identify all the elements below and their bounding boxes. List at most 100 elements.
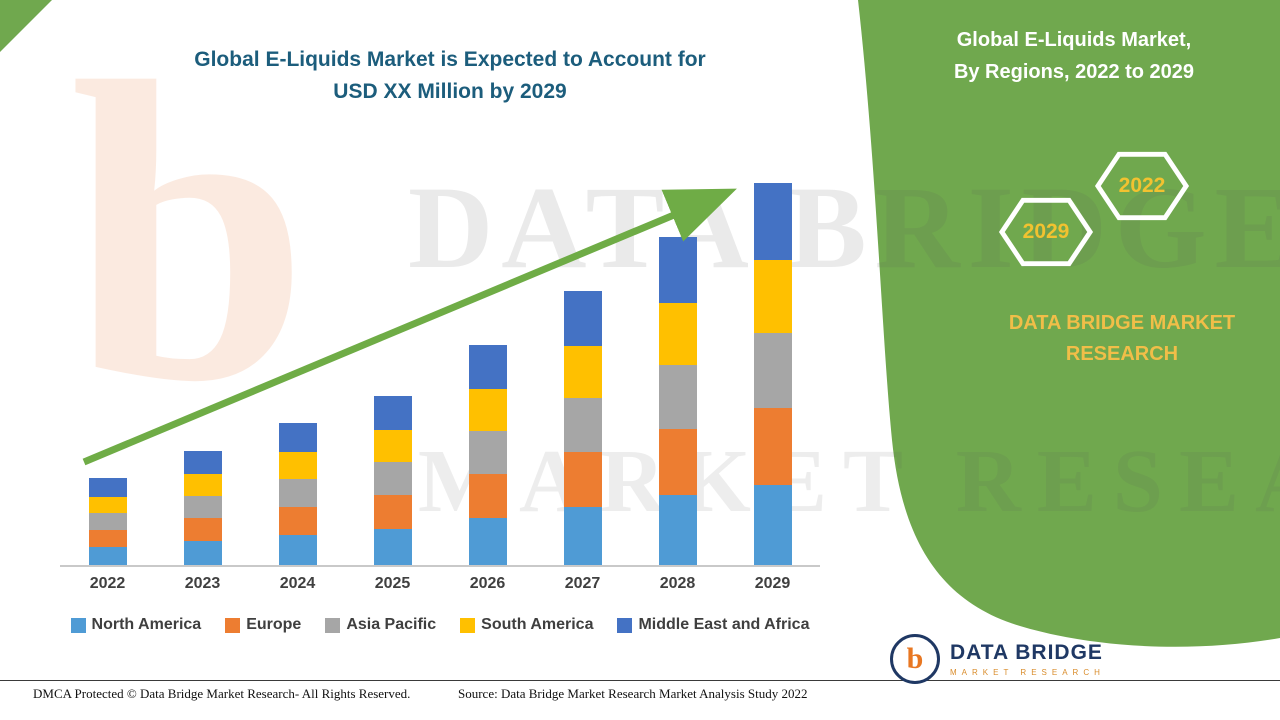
bar-segment: [373, 495, 412, 529]
legend-label: Europe: [246, 616, 302, 633]
legend-label: North America: [91, 616, 202, 633]
bar-segment: [753, 260, 792, 333]
chart-title: Global E-Liquids Market is Expected to A…: [110, 44, 790, 108]
bar-segment: [658, 495, 697, 565]
bar-segment: [88, 497, 127, 513]
bar-segment: [658, 237, 697, 303]
bar-segment: [278, 423, 317, 452]
bar-segment: [373, 430, 412, 462]
legend-label: Asia Pacific: [346, 616, 437, 633]
legend-item: North America: [70, 616, 202, 634]
bar-segment: [278, 507, 317, 535]
panel-brand-line1: DATA BRIDGE MARKET: [1008, 312, 1236, 334]
bar-segment: [183, 451, 222, 474]
x-axis-labels: 2022 2023 2024 2025 2026 2027 2028 2029: [60, 575, 820, 593]
chart-title-line1: Global E-Liquids Market is Expected to A…: [194, 48, 706, 71]
bar-segment: [753, 485, 792, 565]
x-axis-label: 2028: [659, 575, 696, 592]
bar-segment: [658, 303, 697, 365]
bar-segment: [183, 541, 222, 565]
bar-column: [440, 175, 535, 565]
bar-column: [725, 175, 820, 565]
bar-column: [250, 175, 345, 565]
panel-heading: Global E-Liquids Market, By Regions, 202…: [890, 24, 1258, 88]
legend-item: Middle East and Africa: [617, 616, 809, 634]
bar-segment: [468, 389, 507, 431]
bar-segment: [88, 513, 127, 530]
panel-brand-text: DATA BRIDGE MARKET RESEARCH: [957, 308, 1280, 370]
x-axis-label: 2022: [89, 575, 126, 592]
bar-segment: [753, 333, 792, 408]
stacked-bar-2029: [753, 183, 792, 565]
panel-heading-line2: By Regions, 2022 to 2029: [953, 61, 1195, 83]
x-axis-label: 2025: [374, 575, 411, 592]
bar-segment: [373, 396, 412, 430]
x-axis-label: 2026: [469, 575, 506, 592]
bar-segment: [278, 535, 317, 565]
badge-2022-label: 2022: [1118, 174, 1166, 197]
bar-column: [630, 175, 725, 565]
bar-segment: [563, 346, 602, 398]
x-axis-label: 2027: [564, 575, 601, 592]
stacked-bar-2022: [88, 478, 127, 565]
bar-column: [60, 175, 155, 565]
bar-segment: [468, 474, 507, 518]
legend-swatch-icon: [225, 617, 241, 633]
bar-segment: [88, 530, 127, 547]
bar-segment: [658, 365, 697, 429]
bar-segment: [563, 507, 602, 565]
bar-segment: [563, 452, 602, 507]
corner-triangle-decoration: [0, 0, 52, 52]
bar-segment: [373, 462, 412, 495]
legend-swatch-icon: [70, 617, 86, 633]
badge-2029-label: 2029: [1022, 220, 1070, 243]
company-logo-text: DATA BRIDGE MARKET RESEARCH: [950, 641, 1105, 677]
bar-segment: [278, 452, 317, 479]
legend-label: Middle East and Africa: [638, 616, 810, 633]
hexagon-shape: [1094, 151, 1190, 221]
bar-column: [345, 175, 440, 565]
stacked-bar-2026: [468, 345, 507, 565]
legend-swatch-icon: [325, 617, 341, 633]
bar-segment: [658, 429, 697, 495]
footer-source-text: Source: Data Bridge Market Research Mark…: [458, 686, 808, 701]
bar-segment: [468, 345, 507, 389]
bar-segment: [183, 518, 222, 541]
bar-segment: [753, 183, 792, 260]
stacked-bar-2024: [278, 423, 317, 565]
footer-dmca-text: DMCA Protected © Data Bridge Market Rese…: [33, 686, 411, 701]
bar-segment: [468, 518, 507, 565]
badge-2022: 2022: [1094, 150, 1190, 222]
legend-swatch-icon: [460, 617, 476, 633]
hexagon-shape: [998, 197, 1094, 267]
x-axis-label: 2024: [279, 575, 316, 592]
panel-heading-line1: Global E-Liquids Market,: [956, 29, 1192, 51]
bar-segment: [278, 479, 317, 507]
bar-segment: [468, 431, 507, 474]
bar-column: [155, 175, 250, 565]
chart-legend: North America Europe Asia Pacific South Ame…: [40, 616, 840, 634]
bar-segment: [373, 529, 412, 565]
chart-title-line2: USD XX Million by 2029: [333, 80, 567, 103]
company-logo-name: DATA BRIDGE: [950, 641, 1103, 664]
company-logo: b DATA BRIDGE MARKET RESEARCH: [890, 634, 1105, 684]
legend-item: Asia Pacific: [325, 616, 436, 634]
bar-segment: [563, 291, 602, 346]
legend-label: South America: [481, 616, 594, 633]
bar-segment: [563, 398, 602, 452]
bar-segment: [88, 547, 127, 565]
legend-item: South America: [460, 616, 593, 634]
x-axis-label: 2029: [754, 575, 791, 592]
bar-column: [535, 175, 630, 565]
stacked-bar-2025: [373, 396, 412, 565]
bar-segment: [183, 474, 222, 496]
company-logo-subtitle: MARKET RESEARCH: [950, 668, 1105, 677]
bar-segment: [753, 408, 792, 485]
stacked-bar-2028: [658, 237, 697, 565]
legend-item: Europe: [225, 616, 301, 634]
panel-brand-line2: RESEARCH: [1065, 343, 1179, 365]
badge-2029: 2029: [998, 196, 1094, 268]
stacked-bar-2027: [563, 291, 602, 565]
